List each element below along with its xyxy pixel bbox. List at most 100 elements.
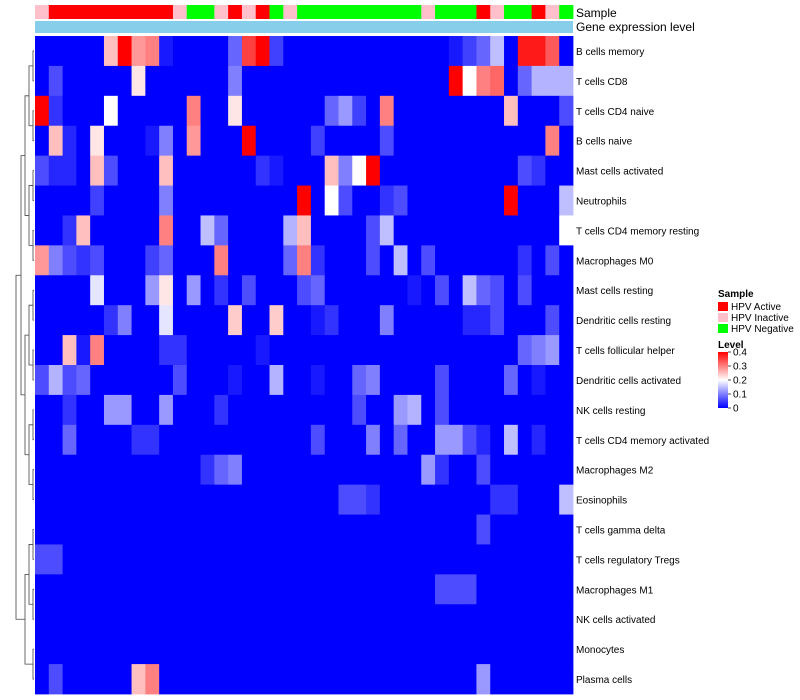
heatmap-cell <box>76 125 91 157</box>
sample-annotation-cell <box>145 5 160 19</box>
heatmap-cell <box>476 275 491 306</box>
heatmap-cell <box>48 604 63 635</box>
heatmap-cell <box>35 484 50 515</box>
row-label: Monocytes <box>576 645 624 656</box>
heatmap-cell <box>269 185 284 216</box>
heatmap-cell <box>117 215 132 246</box>
heatmap-cell <box>310 215 326 246</box>
heatmap-cell <box>200 604 215 635</box>
heatmap-cell <box>103 484 119 515</box>
sample-annotation-cell <box>62 5 77 19</box>
heatmap-cell <box>421 604 436 635</box>
heatmap-cell <box>117 574 132 605</box>
heatmap-cell <box>490 305 505 336</box>
heatmap-cell <box>145 514 160 545</box>
heatmap-cell <box>214 185 229 216</box>
heatmap-cell <box>76 65 91 97</box>
heatmap-cell <box>283 335 298 366</box>
heatmap-cell <box>35 604 50 635</box>
heatmap-cell <box>462 544 477 575</box>
heatmap-cell <box>35 335 50 366</box>
heatmap-cell <box>545 95 560 127</box>
heatmap-cell <box>241 604 257 635</box>
heatmap-cell <box>35 394 50 426</box>
heatmap-cell <box>462 604 477 635</box>
heatmap-cell <box>448 454 464 486</box>
heatmap-cell <box>103 514 119 545</box>
heatmap-cell <box>504 664 519 695</box>
heatmap-cell <box>35 95 50 127</box>
heatmap-cell <box>435 424 450 456</box>
heatmap-cell <box>421 125 436 157</box>
sample-annotation-cell <box>366 5 381 19</box>
heatmap-cell <box>103 664 119 695</box>
sample-annotation-cell <box>90 5 105 19</box>
heatmap-cell <box>131 604 146 635</box>
heatmap-cell <box>504 215 519 246</box>
heatmap-cell <box>531 65 546 97</box>
heatmap-cell <box>476 36 491 67</box>
heatmap-cell <box>103 574 119 605</box>
heatmap-cell <box>172 484 188 515</box>
heatmap-cell <box>76 305 91 336</box>
heatmap-cell <box>48 185 63 216</box>
heatmap-cell <box>145 215 160 246</box>
dendrogram-branch <box>32 50 34 82</box>
heatmap-cell <box>462 514 477 545</box>
heatmap-cell <box>407 95 422 127</box>
heatmap-cell <box>159 604 174 635</box>
heatmap-cell <box>490 275 505 306</box>
heatmap-cell <box>310 514 326 545</box>
heatmap-cell <box>435 155 450 186</box>
heatmap-cell <box>241 215 257 246</box>
heatmap-cell <box>131 36 146 67</box>
heatmap-cell <box>476 125 491 157</box>
heatmap-cell <box>76 185 91 216</box>
heatmap-cell <box>462 335 477 366</box>
heatmap-cell <box>324 424 339 456</box>
heatmap-cell <box>324 514 339 545</box>
heatmap-cell <box>393 544 408 575</box>
heatmap-cell <box>117 484 132 515</box>
heatmap-cell <box>228 275 243 306</box>
heatmap-cell <box>228 155 243 186</box>
dendrogram-branch <box>32 409 34 441</box>
heatmap-cell <box>490 604 505 635</box>
heatmap-cell <box>48 305 63 336</box>
level-tick-label: 0.3 <box>733 362 747 373</box>
heatmap-cell <box>269 95 284 127</box>
heatmap-cell <box>145 245 160 276</box>
heatmap-cell <box>76 574 91 605</box>
heatmap-cell <box>462 65 477 97</box>
sample-annotation-cell <box>297 5 312 19</box>
heatmap-cell <box>559 394 574 426</box>
heatmap-cell <box>255 634 270 665</box>
heatmap-cell <box>338 544 353 575</box>
heatmap-cell <box>366 65 381 97</box>
heatmap-cell <box>352 454 367 486</box>
heatmap-cell <box>255 394 270 426</box>
heatmap-cell <box>35 65 50 97</box>
heatmap-cell <box>214 544 229 575</box>
heatmap-cell <box>366 125 381 157</box>
heatmap-cell <box>255 604 270 635</box>
heatmap-cell <box>255 215 270 246</box>
heatmap-cell <box>117 454 132 486</box>
dendrogram-branch <box>28 544 33 605</box>
heatmap-cell <box>476 454 491 486</box>
heatmap-cell <box>310 574 326 605</box>
heatmap-cell <box>117 394 132 426</box>
heatmap-cell <box>269 305 284 336</box>
sample-legend-swatch <box>718 302 728 311</box>
heatmap-cell <box>310 424 326 456</box>
heatmap-cells <box>35 36 574 695</box>
heatmap-cell <box>435 36 450 67</box>
heatmap-cell <box>379 634 395 665</box>
heatmap-cell <box>531 275 546 306</box>
heatmap-cell <box>186 275 201 306</box>
heatmap-cell <box>228 335 243 366</box>
heatmap-cell <box>255 95 270 127</box>
heatmap-cell <box>462 245 477 276</box>
row-label: T cells CD8 <box>576 77 628 88</box>
heatmap-cell <box>338 664 353 695</box>
